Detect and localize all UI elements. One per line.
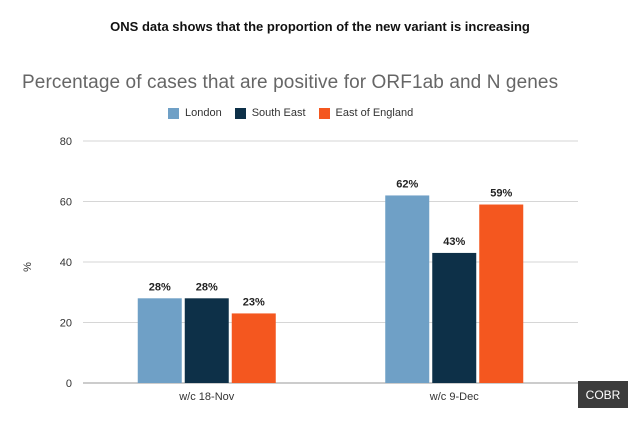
x-tick-label: w/c 18-Nov — [178, 391, 235, 403]
legend-label-london: London — [185, 107, 222, 119]
data-label: 43% — [443, 236, 465, 248]
legend: London South East East of England — [168, 107, 426, 119]
y-axis-label: % — [22, 262, 34, 272]
bar — [385, 195, 430, 383]
legend-item-south-east: South East — [234, 107, 306, 119]
data-label: 28% — [149, 281, 171, 293]
data-label: 62% — [396, 178, 418, 190]
data-label: 28% — [196, 281, 218, 293]
legend-label-east-of-england: East of England — [335, 107, 414, 119]
data-label: 59% — [490, 188, 512, 200]
legend-item-london: London — [168, 107, 222, 119]
bar — [479, 204, 524, 383]
y-tick-label: 40 — [60, 257, 72, 269]
cobr-logo: COBR — [578, 381, 628, 408]
x-tick-label: w/c 9-Dec — [429, 391, 479, 403]
y-tick-label: 60 — [60, 197, 72, 209]
bar — [184, 298, 229, 383]
chart-title: Percentage of cases that are positive fo… — [22, 72, 559, 93]
legend-item-east-of-england: East of England — [318, 107, 414, 119]
legend-swatch-south-east — [234, 107, 246, 119]
y-tick-label: 20 — [60, 318, 72, 330]
y-tick-label: 80 — [60, 136, 72, 148]
y-tick-label: 0 — [66, 378, 72, 390]
data-label: 23% — [243, 296, 265, 308]
legend-swatch-east-of-england — [318, 107, 330, 119]
legend-label-south-east: South East — [251, 107, 306, 119]
bar — [432, 252, 477, 383]
bar — [137, 298, 182, 383]
legend-swatch-london — [168, 107, 179, 119]
slide-title: ONS data shows that the proportion of th… — [110, 19, 530, 34]
bar — [231, 313, 276, 383]
